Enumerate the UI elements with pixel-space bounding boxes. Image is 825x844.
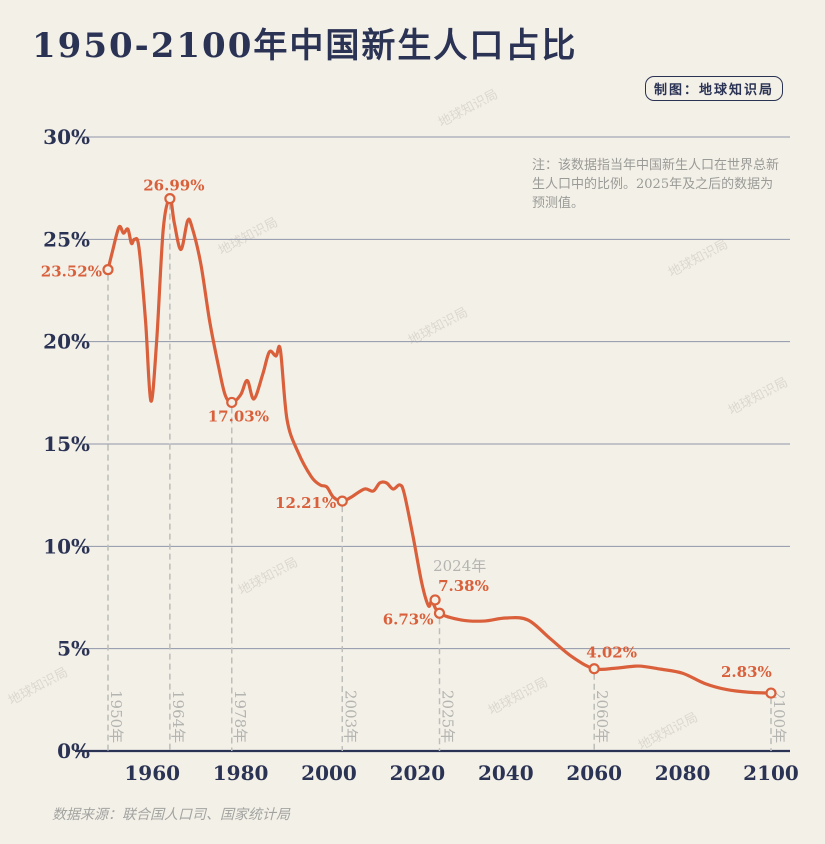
data-label: 17.03% [208, 407, 269, 425]
watermark: 地球知识局 [236, 554, 301, 599]
watermark: 地球知识局 [666, 236, 731, 281]
x-tick-label: 2100 [743, 761, 799, 785]
watermark: 地球知识局 [726, 374, 791, 419]
annotation-year-label: 1978年 [231, 690, 249, 743]
y-tick-label: 10% [43, 534, 90, 558]
x-tick-label: 2020 [390, 761, 446, 785]
y-tick-label: 5% [57, 637, 90, 661]
credit-badge: 制图：地球知识局 [644, 76, 783, 101]
data-point-marker [429, 594, 441, 606]
data-point-marker [164, 193, 176, 205]
y-tick-label: 0% [57, 739, 90, 763]
data-point-marker [765, 687, 777, 699]
data-source: 数据来源：联合国人口司、国家统计局 [52, 807, 290, 823]
data-label: 12.21% [275, 494, 336, 512]
annotation-year-label: 1964年 [169, 690, 187, 743]
x-tick-label: 2080 [655, 761, 711, 785]
annotation-year-label: 2025年 [439, 690, 457, 743]
data-label: 6.73% [383, 610, 434, 628]
x-tick-label: 2040 [478, 761, 534, 785]
data-label: 23.52% [41, 263, 102, 281]
watermark: 地球知识局 [636, 709, 701, 754]
watermark: 地球知识局 [216, 214, 281, 259]
y-tick-label: 20% [43, 330, 90, 354]
data-point-marker [102, 264, 114, 276]
data-point-marker [588, 663, 600, 675]
data-label: 7.38% [438, 577, 489, 595]
data-point-marker [226, 396, 238, 409]
data-label: 2.83% [721, 663, 772, 681]
x-tick-label: 2060 [566, 761, 622, 785]
watermark: 地球知识局 [436, 86, 501, 131]
data-point-marker [433, 607, 446, 619]
annotation-year-label: 2060年 [593, 690, 611, 743]
y-tick-label: 25% [43, 227, 90, 251]
data-label: 4.02% [586, 644, 637, 662]
annotation-year-label: 2003年 [341, 690, 359, 743]
y-tick-label: 30% [43, 125, 90, 149]
x-tick-label: 2000 [301, 761, 357, 785]
chart-title: 1950-2100年中国新生人口占比 [32, 26, 578, 66]
data-point-marker [336, 495, 348, 507]
series-line [106, 197, 773, 695]
annotation-year-label: 2100年 [770, 690, 788, 743]
data-label: 26.99% [143, 177, 204, 195]
y-tick-label: 15% [43, 432, 90, 456]
annotation-year-label: 1950年 [107, 690, 125, 743]
x-tick-label: 1980 [213, 761, 269, 785]
watermark: 地球知识局 [6, 664, 71, 709]
chart-note: 注：该数据指当年中国新生人口在世界总新生人口中的比例。2025年及之后的数据为预… [532, 158, 780, 211]
watermark: 地球知识局 [486, 674, 551, 719]
annotation-year-label: 2024年 [433, 557, 486, 575]
x-tick-label: 1960 [124, 761, 180, 785]
